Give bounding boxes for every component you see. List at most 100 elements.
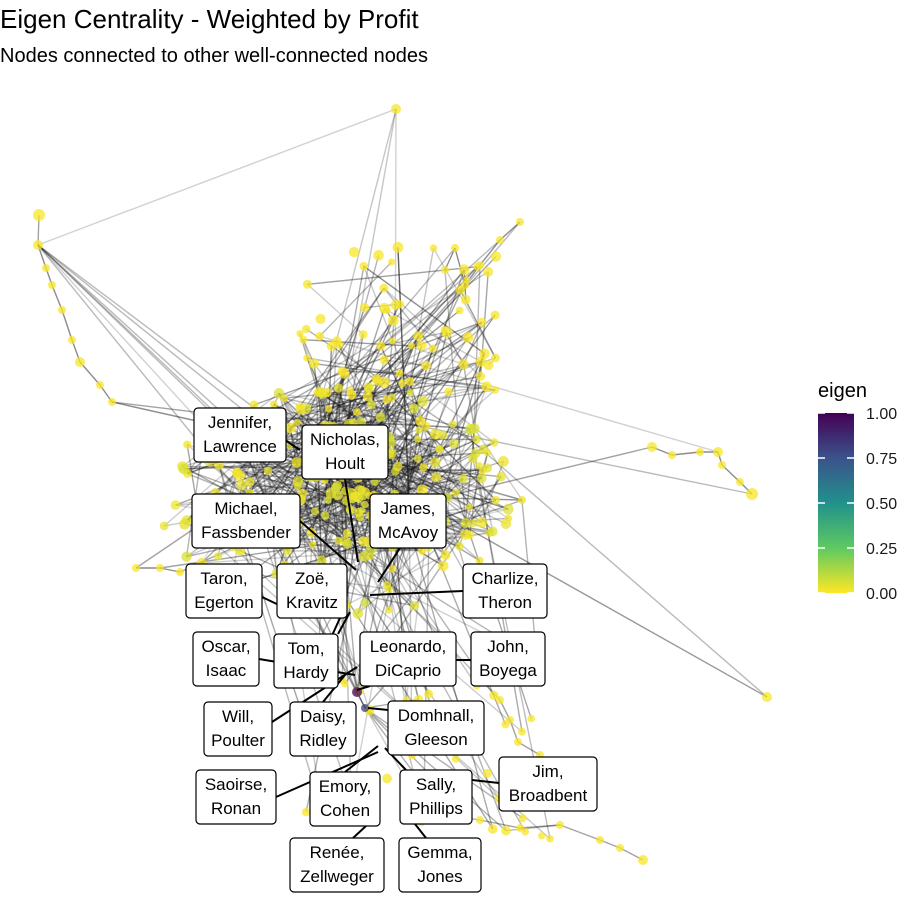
network-node: [472, 435, 481, 444]
network-node: [398, 379, 407, 388]
network-node: [476, 516, 488, 528]
network-node: [352, 608, 364, 619]
network-edge: [363, 265, 427, 427]
label-leader-line: [284, 439, 301, 451]
chart-title: Eigen Centrality - Weighted by Profit: [0, 4, 419, 34]
network-node: [299, 335, 308, 344]
network-edge: [322, 393, 471, 431]
label-leader-line: [369, 590, 464, 596]
network-node: [647, 442, 657, 452]
node-label-text: James,: [381, 499, 436, 518]
network-node: [481, 381, 492, 392]
network-edge: [386, 348, 434, 401]
node-label: Michael, Fassbender: [191, 493, 301, 549]
network-edge: [290, 357, 496, 429]
network-node: [518, 814, 527, 823]
network-edge: [390, 453, 474, 524]
network-node: [435, 444, 443, 453]
network-node: [479, 348, 490, 359]
network-node: [245, 477, 255, 487]
node-label-text: Gleeson: [404, 730, 467, 749]
network-node: [476, 816, 484, 824]
network-edge: [305, 321, 483, 410]
network-node: [156, 564, 164, 572]
network-edge: [671, 451, 701, 456]
network-node: [170, 500, 181, 510]
network-edge: [479, 239, 501, 266]
network-node: [68, 336, 76, 344]
network-node: [360, 598, 370, 607]
network-node: [395, 300, 405, 309]
network-node: [301, 324, 311, 334]
network-edge: [379, 314, 496, 418]
network-edge: [406, 408, 415, 499]
network-node: [500, 518, 512, 530]
network-node: [303, 354, 311, 362]
network-edge: [301, 492, 365, 557]
node-label: Will, Poulter: [203, 701, 273, 757]
network-node: [388, 258, 396, 266]
node-label-text: Jones: [417, 867, 462, 886]
network-node: [325, 405, 333, 413]
chart-subtitle: Nodes connected to other well-connected …: [0, 45, 429, 67]
label-leader-line: [344, 745, 379, 773]
network-node: [475, 462, 483, 470]
network-edge: [559, 824, 601, 841]
network-edge: [337, 334, 364, 389]
node-label-text: Sally,: [416, 775, 456, 794]
network-node: [458, 264, 470, 275]
network-edge: [288, 247, 456, 446]
network-node: [460, 529, 471, 541]
network-node: [408, 403, 419, 414]
node-label: Gemma, Jones: [398, 837, 482, 893]
label-leader-line: [367, 707, 389, 711]
node-label-text: Ronan: [211, 799, 261, 818]
network-edge: [278, 392, 421, 422]
network-edge: [473, 428, 523, 501]
network-node: [334, 340, 344, 349]
network-node: [482, 463, 493, 473]
network-node: [339, 368, 350, 379]
network-node: [376, 341, 386, 351]
node-label-text: Broadbent: [509, 786, 588, 805]
node-label: Zoë, Kravitz: [276, 563, 348, 619]
network-node: [395, 369, 404, 377]
network-node: [696, 448, 704, 456]
network-edge: [324, 385, 487, 426]
node-label-text: Renée,: [310, 843, 365, 862]
network-node: [370, 477, 379, 487]
network-node: [33, 209, 45, 221]
network-node: [359, 302, 370, 313]
network-node: [485, 528, 494, 538]
network-edge: [519, 824, 561, 829]
label-leader-line: [356, 685, 371, 691]
node-label: Domhnall, Gleeson: [387, 700, 485, 756]
network-node: [451, 244, 459, 252]
network-node: [506, 716, 514, 724]
network-node: [419, 463, 428, 472]
node-label: Leonardo, DiCaprio: [359, 631, 457, 687]
node-label-text: Emory,: [319, 777, 372, 796]
network-node: [382, 306, 391, 315]
node-label-text: John,: [487, 637, 529, 656]
node-label: Saoirse, Ronan: [195, 769, 277, 825]
network-edge: [368, 386, 436, 463]
network-node: [302, 279, 313, 289]
network-node: [440, 549, 451, 560]
network-edge: [61, 309, 73, 341]
network-node: [746, 488, 758, 500]
network-node: [348, 246, 360, 258]
network-edge: [333, 373, 346, 427]
network-node: [342, 528, 352, 538]
network-node: [181, 551, 192, 562]
network-node: [408, 342, 416, 350]
node-label: Renée, Zellweger: [289, 837, 385, 893]
network-node: [762, 692, 772, 702]
network-node: [516, 218, 524, 226]
node-label: Oscar, Isaac: [192, 631, 260, 687]
network-node: [718, 461, 726, 469]
network-node: [42, 264, 50, 272]
network-edge: [505, 824, 561, 832]
network-node: [416, 340, 427, 351]
node-label-text: Hardy: [283, 663, 329, 682]
